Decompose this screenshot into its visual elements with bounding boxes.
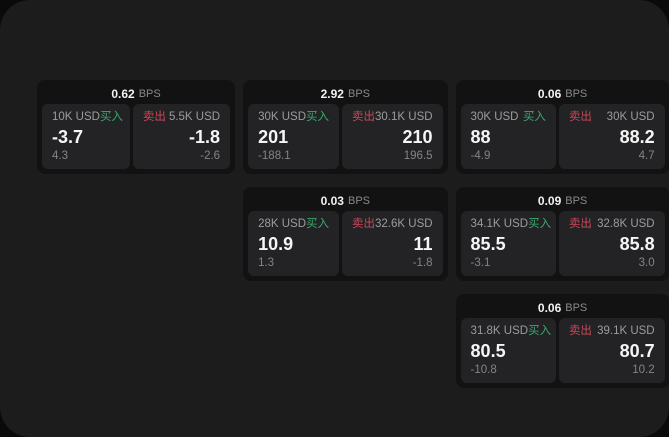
buy-panel[interactable]: 30K USD 买入 201 -188.1 (248, 104, 339, 169)
sell-side-label: 卖出 (568, 111, 592, 123)
buy-side-label: 买入 (528, 218, 552, 230)
buy-panel[interactable]: 31.8K USD 买入 80.5 -10.8 (460, 318, 556, 383)
sell-side-label: 卖出 (351, 111, 375, 123)
sell-sub-value: 10.2 (632, 364, 655, 376)
buy-amount: 10K USD (52, 111, 100, 123)
bps-value: 0.06 (537, 300, 562, 315)
sell-panel[interactable]: 卖出 30K USD 88.2 4.7 (558, 104, 665, 169)
quote-card: 0.03 BPS 28K USD 买入 10.9 1.3 卖出 32.6K US… (243, 187, 448, 281)
quote-panels: 28K USD 买入 10.9 1.3 卖出 32.6K USD 11 -1.8 (248, 211, 443, 276)
sell-sub-value: 3.0 (638, 257, 655, 269)
bps-header: 2.92 BPS (248, 83, 442, 104)
quote-card: 0.09 BPS 34.1K USD 买入 85.5 -3.1 卖出 32.8K… (455, 187, 669, 281)
sell-panel[interactable]: 卖出 30.1K USD 210 196.5 (341, 104, 443, 169)
bps-unit-label: BPS (138, 87, 161, 100)
sell-amount: 32.6K USD (375, 218, 433, 230)
bps-header: 0.03 BPS (248, 190, 442, 211)
buy-side-label: 买入 (99, 111, 123, 123)
sell-sub-value: -2.6 (200, 150, 221, 162)
sell-panel[interactable]: 卖出 39.1K USD 80.7 10.2 (558, 318, 665, 383)
sell-side-label: 卖出 (351, 218, 375, 230)
buy-panel[interactable]: 30K USD 买入 88 -4.9 (460, 104, 556, 169)
sell-panel[interactable]: 卖出 32.6K USD 11 -1.8 (341, 211, 443, 276)
quote-panels: 34.1K USD 买入 85.5 -3.1 卖出 32.8K USD 85.8… (460, 211, 665, 276)
buy-sub-value: -4.9 (470, 150, 491, 162)
bps-unit-label: BPS (347, 194, 370, 207)
sell-value: 80.7 (619, 341, 655, 361)
bps-header: 0.06 BPS (461, 297, 665, 318)
sell-value: -1.8 (189, 127, 221, 147)
sell-amount: 32.8K USD (597, 218, 655, 230)
sell-amount: 39.1K USD (597, 325, 655, 337)
buy-sub-value: -188.1 (258, 150, 291, 162)
buy-amount: 30K USD (258, 111, 307, 123)
buy-value: 10.9 (258, 234, 294, 254)
buy-sub-value: -10.8 (470, 364, 497, 376)
buy-panel[interactable]: 28K USD 买入 10.9 1.3 (248, 211, 339, 276)
quote-card: 2.92 BPS 30K USD 买入 201 -188.1 卖出 30.1K … (243, 80, 448, 174)
sell-amount: 30K USD (606, 111, 655, 123)
bps-unit-label: BPS (565, 194, 588, 207)
buy-panel[interactable]: 10K USD 买入 -3.7 4.3 (42, 104, 130, 169)
sell-amount: 5.5K USD (168, 111, 221, 123)
sell-value: 210 (402, 127, 433, 147)
bps-value: 0.03 (320, 193, 344, 208)
buy-sub-value: 1.3 (258, 257, 275, 269)
buy-side-label: 买入 (522, 111, 546, 123)
buy-panel[interactable]: 34.1K USD 买入 85.5 -3.1 (460, 211, 556, 276)
quote-panels: 31.8K USD 买入 80.5 -10.8 卖出 39.1K USD 80.… (460, 318, 665, 383)
sell-side-label: 卖出 (568, 218, 592, 230)
buy-side-label: 买入 (306, 218, 330, 230)
sell-value: 11 (413, 234, 433, 254)
sell-sub-value: 4.7 (638, 150, 655, 162)
buy-value: 85.5 (470, 234, 506, 254)
quote-card: 0.06 BPS 30K USD 买入 88 -4.9 卖出 30K USD (455, 80, 669, 174)
quote-panels: 10K USD 买入 -3.7 4.3 卖出 5.5K USD -1.8 -2.… (42, 104, 231, 169)
bps-unit-label: BPS (565, 87, 588, 100)
bps-header: 0.06 BPS (461, 83, 665, 104)
bps-value: 0.62 (111, 86, 135, 101)
buy-amount: 31.8K USD (470, 325, 529, 337)
quote-panels: 30K USD 买入 88 -4.9 卖出 30K USD 88.2 4.7 (460, 104, 665, 169)
bps-value: 0.09 (537, 193, 562, 208)
buy-amount: 34.1K USD (470, 218, 529, 230)
bps-value: 2.92 (320, 86, 344, 101)
bps-unit-label: BPS (347, 87, 370, 100)
quote-card-grid: 0.62 BPS 10K USD 买入 -3.7 4.3 卖出 5.5K USD (37, 80, 669, 388)
sell-side-label: 卖出 (568, 325, 592, 337)
buy-sub-value: 4.3 (52, 150, 68, 162)
bps-header: 0.09 BPS (461, 190, 665, 211)
buy-sub-value: -3.1 (470, 257, 491, 269)
sell-sub-value: -1.8 (412, 257, 433, 269)
sell-panel[interactable]: 卖出 32.8K USD 85.8 3.0 (558, 211, 665, 276)
buy-value: 80.5 (470, 341, 506, 361)
quote-card: 0.62 BPS 10K USD 买入 -3.7 4.3 卖出 5.5K USD (37, 80, 236, 174)
sell-amount: 30.1K USD (375, 111, 433, 123)
buy-amount: 28K USD (258, 218, 307, 230)
bps-header: 0.62 BPS (42, 83, 230, 104)
buy-side-label: 买入 (306, 111, 330, 123)
sell-value: 85.8 (619, 234, 655, 254)
quote-panels: 30K USD 买入 201 -188.1 卖出 30.1K USD 210 1… (248, 104, 443, 169)
quote-card: 0.06 BPS 31.8K USD 买入 80.5 -10.8 卖出 39.1… (455, 294, 669, 388)
buy-value: -3.7 (52, 127, 84, 147)
sell-value: 88.2 (619, 127, 655, 147)
bps-unit-label: BPS (565, 301, 588, 314)
sell-side-label: 卖出 (142, 111, 166, 123)
buy-value: 88 (470, 127, 491, 147)
buy-side-label: 买入 (528, 325, 552, 337)
buy-value: 201 (258, 127, 289, 147)
buy-amount: 30K USD (470, 111, 519, 123)
sell-sub-value: 196.5 (403, 150, 433, 162)
sell-panel[interactable]: 卖出 5.5K USD -1.8 -2.6 (132, 104, 231, 169)
bps-value: 0.06 (537, 86, 562, 101)
